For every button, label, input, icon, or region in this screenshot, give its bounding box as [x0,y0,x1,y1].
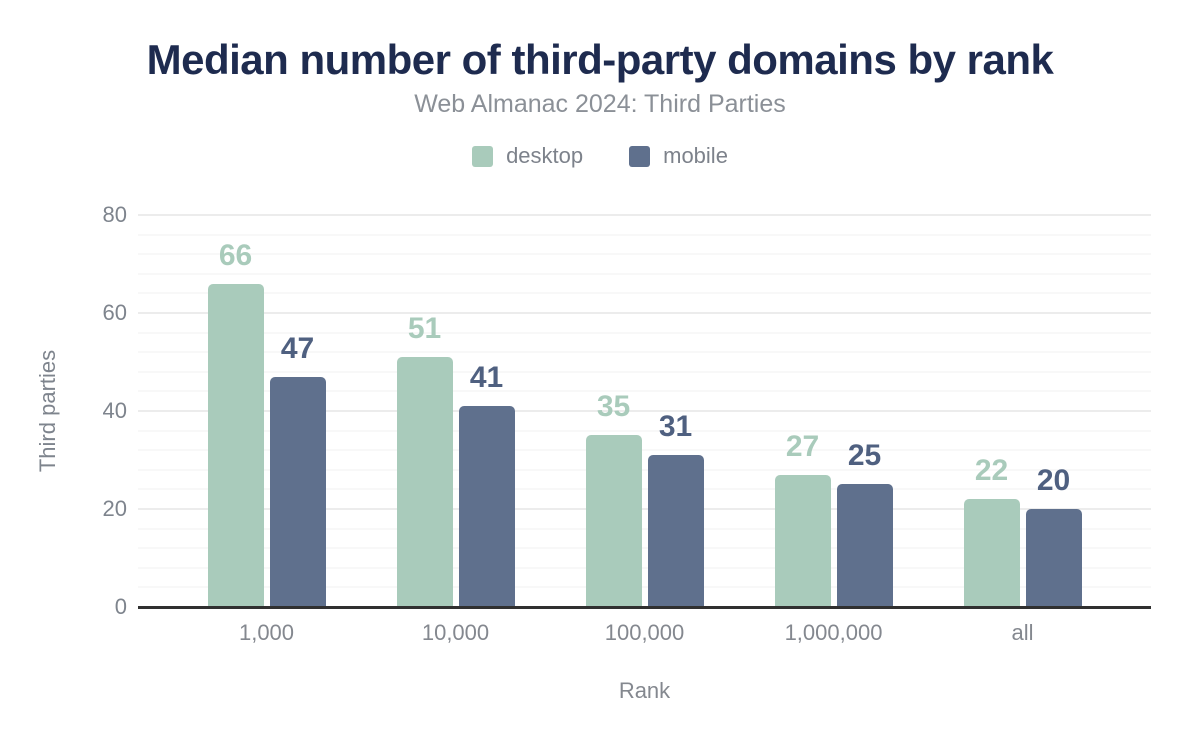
bar-value-label: 27 [785,430,820,463]
chart-subtitle: Web Almanac 2024: Third Parties [414,90,786,118]
x-tick-label: 1,000 [238,620,295,645]
x-tick-label: 100,000 [604,620,685,645]
bar-value-label: 22 [974,454,1009,487]
bar-value-label: 20 [1036,464,1071,497]
bar-value-label: 47 [280,332,315,365]
bar-mobile-1000[interactable]: 47 [269,334,326,607]
major-gridline [138,214,1151,216]
minor-gridline [138,527,1151,530]
plot-area: 66 47 1,000 51 41 10,000 35 31 100,000 27 25 1,000,… [138,214,1151,645]
bar-group-100000: 35 31 100,000 [585,215,704,645]
minor-gridline [138,292,1151,295]
x-axis-title: Rank [618,678,671,703]
legend-label-mobile: mobile [663,143,728,168]
minor-gridline [138,449,1151,452]
legend: desktop mobile [0,143,1200,169]
major-gridline [138,312,1151,314]
minor-gridline [138,566,1151,569]
bar-group-10000: 51 41 10,000 [396,215,515,645]
bar-mobile-10000[interactable]: 41 [458,363,515,607]
y-tick-label: 60 [102,300,127,325]
x-tick-label: all [1011,620,1034,645]
bar-mobile-all[interactable]: 20 [1025,466,1082,607]
minor-gridline [138,331,1151,334]
legend-swatch-desktop [472,145,494,167]
legend-item-mobile: mobile [629,143,728,169]
bar-groups: 66 47 1,000 51 41 10,000 35 31 100,000 27 25 1,000,… [138,215,1151,645]
y-tick-label: 20 [102,496,127,521]
y-tick-label: 80 [102,202,127,227]
bar-desktop-1000000[interactable]: 27 [774,432,831,607]
y-tick-label: 40 [102,398,127,423]
minor-gridline [138,370,1151,373]
minor-gridline [138,390,1151,393]
minor-gridline [138,547,1151,550]
legend-label-desktop: desktop [506,143,584,168]
chart-title: Median number of third-party domains by … [146,36,1054,83]
y-axis-ticks: 0 20 40 60 80 [0,203,127,619]
legend-swatch-mobile [629,145,651,167]
y-tick-label: 0 [114,594,127,619]
bar-value-label: 66 [218,239,253,272]
minor-gridline [138,429,1151,432]
minor-gridline [138,468,1151,471]
x-tick-label: 1,000,000 [784,620,883,645]
bar-group-1000: 66 47 1,000 [207,215,326,645]
bar-desktop-all[interactable]: 22 [963,456,1020,607]
bar-group-1000000: 27 25 1,000,000 [774,215,893,645]
minor-gridline [138,351,1151,354]
bar-mobile-1000000[interactable]: 25 [836,441,893,607]
major-gridline [138,508,1151,510]
legend-item-desktop: desktop [472,143,583,169]
bar-value-label: 51 [407,312,442,345]
bar-value-label: 31 [658,410,693,443]
bar-desktop-1000[interactable]: 66 [207,241,264,607]
bar-value-label: 41 [469,361,504,394]
bar-mobile-100000[interactable]: 31 [647,412,704,607]
bar-desktop-10000[interactable]: 51 [396,314,453,607]
bar-value-label: 25 [847,439,882,472]
bar-desktop-100000[interactable]: 35 [585,392,642,607]
major-gridline [138,410,1151,412]
x-axis-line [138,606,1151,609]
minor-gridline [138,253,1151,256]
bar-group-all: 22 20 all [963,215,1082,645]
minor-gridline [138,233,1151,236]
minor-gridline [138,488,1151,491]
bar-value-label: 35 [596,390,631,423]
minor-gridline [138,272,1151,275]
x-tick-label: 10,000 [421,620,490,645]
minor-gridline [138,586,1151,589]
